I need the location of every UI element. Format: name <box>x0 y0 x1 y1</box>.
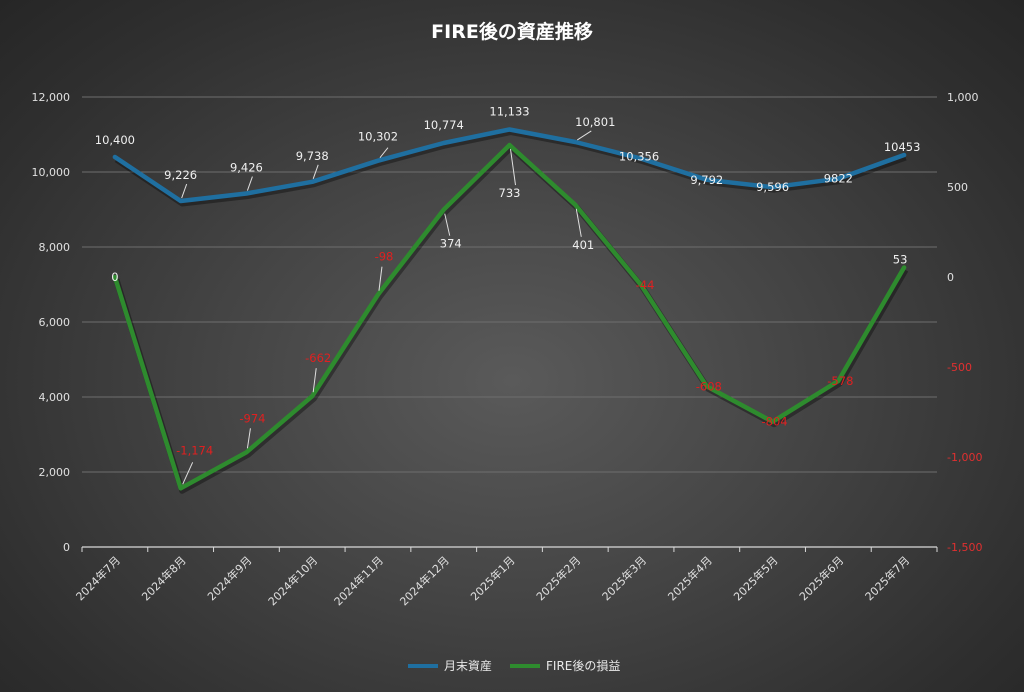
data-point <box>244 450 248 454</box>
y-right-tick-label: 0 <box>947 271 954 284</box>
data-point <box>639 157 643 161</box>
asset-data-label: 9,596 <box>756 180 789 194</box>
pnl-data-label: 374 <box>440 237 462 251</box>
pnl-data-label: -608 <box>696 379 722 393</box>
pnl-data-label: -578 <box>827 374 853 388</box>
y-left-tick-label: 8,000 <box>39 241 71 254</box>
y-left-tick-label: 12,000 <box>32 91 71 104</box>
asset-data-label: 9,226 <box>164 168 197 182</box>
asset-data-label: 9,426 <box>230 161 263 175</box>
y-right-tick-label: 1,000 <box>947 91 979 104</box>
label-leader-line <box>444 213 451 236</box>
x-category-label: 2025年5月 <box>730 553 780 603</box>
label-leader-line <box>575 208 582 237</box>
label-leader-line <box>312 164 319 179</box>
data-labels: 10,400 9,226 9,426 9,738 10,302 10,774 11,133 1… <box>95 105 921 458</box>
y-left-tick-label: 2,000 <box>39 466 71 479</box>
data-point <box>902 153 906 157</box>
data-point <box>902 265 906 269</box>
data-point <box>573 203 577 207</box>
data-point <box>310 180 314 184</box>
data-point <box>244 192 248 196</box>
series-lines <box>112 127 909 494</box>
label-leader-line <box>312 368 317 393</box>
x-category-label: 2025年7月 <box>862 553 912 603</box>
data-point <box>508 128 511 132</box>
pnl-data-label: -44 <box>636 278 655 292</box>
asset-data-label: 10,356 <box>619 150 659 164</box>
data-point <box>376 159 380 163</box>
x-category-label: 2025年3月 <box>599 553 649 603</box>
y-right-tick-label: -1,000 <box>947 451 982 464</box>
pnl-data-label: 401 <box>572 238 594 252</box>
data-point <box>179 199 183 203</box>
data-point <box>836 379 840 383</box>
pnl-data-label: -98 <box>375 250 394 264</box>
y-left-tick-label: 6,000 <box>39 316 71 329</box>
pnl-data-label: -804 <box>762 415 788 429</box>
asset-data-label: 10,302 <box>358 130 398 144</box>
x-category-label: 2025年1月 <box>467 553 517 603</box>
label-leader-lines <box>181 130 592 485</box>
x-category-label: 2024年11月 <box>331 553 386 608</box>
pnl-data-label: -662 <box>305 351 331 365</box>
x-category-label: 2024年12月 <box>397 553 452 608</box>
chart-title: FIRE後の資産推移 <box>431 20 593 43</box>
data-point <box>376 293 380 297</box>
label-leader-line <box>181 183 188 199</box>
x-category-label: 2024年7月 <box>73 553 123 603</box>
asset-data-label: 10,801 <box>575 115 615 129</box>
legend: 月末資産 FIRE後の損益 <box>408 658 620 673</box>
gridlines <box>82 96 937 473</box>
data-point <box>508 143 511 147</box>
x-category-label: 2025年4月 <box>665 553 715 603</box>
pnl-data-label: 0 <box>111 270 118 284</box>
pnl-data-label: -974 <box>239 411 265 425</box>
data-point <box>442 141 446 145</box>
legend-label: FIRE後の損益 <box>546 658 620 673</box>
y-left-tick-label: 0 <box>63 541 70 554</box>
x-category-label: 2024年9月 <box>204 553 254 603</box>
y-right-tick-label: -500 <box>947 361 972 374</box>
label-leader-line <box>378 266 383 291</box>
label-leader-line <box>510 148 516 186</box>
y-left-tick-label: 4,000 <box>39 391 71 404</box>
label-leader-line <box>246 176 253 191</box>
data-point <box>639 283 643 287</box>
x-category-label: 2024年8月 <box>139 553 189 603</box>
data-point <box>705 384 709 388</box>
data-point <box>836 177 840 181</box>
pnl-data-label: 733 <box>499 186 521 200</box>
label-leader-line <box>246 428 251 449</box>
data-point <box>442 208 446 212</box>
data-point <box>179 486 183 490</box>
data-point <box>771 420 775 424</box>
asset-data-label: 9822 <box>824 172 853 186</box>
y-right-tick-label: 500 <box>947 181 968 194</box>
asset-data-label: 10453 <box>884 140 921 154</box>
pnl-data-label: -1,174 <box>176 443 213 457</box>
label-leader-line <box>379 147 389 158</box>
asset-data-label: 10,400 <box>95 133 135 147</box>
x-category-label: 2025年6月 <box>796 553 846 603</box>
x-category-label: 2024年10月 <box>265 553 320 608</box>
data-point <box>705 178 709 182</box>
asset-data-label: 11,133 <box>489 105 529 119</box>
asset-data-label: 10,774 <box>424 118 464 132</box>
asset-data-label: 9,738 <box>296 149 329 163</box>
label-leader-line <box>576 130 592 141</box>
pnl-data-label: 53 <box>893 252 908 266</box>
data-point <box>310 394 314 398</box>
x-category-label: 2025年2月 <box>533 553 583 603</box>
y-left-tick-label: 10,000 <box>32 166 71 179</box>
data-point <box>113 275 117 279</box>
asset-data-label: 9,792 <box>690 173 723 187</box>
label-leader-line <box>182 462 194 485</box>
data-point <box>113 155 117 159</box>
y-right-tick-label: -1,500 <box>947 541 982 554</box>
data-point <box>771 185 775 189</box>
data-point <box>573 140 577 144</box>
legend-label: 月末資産 <box>444 658 492 673</box>
